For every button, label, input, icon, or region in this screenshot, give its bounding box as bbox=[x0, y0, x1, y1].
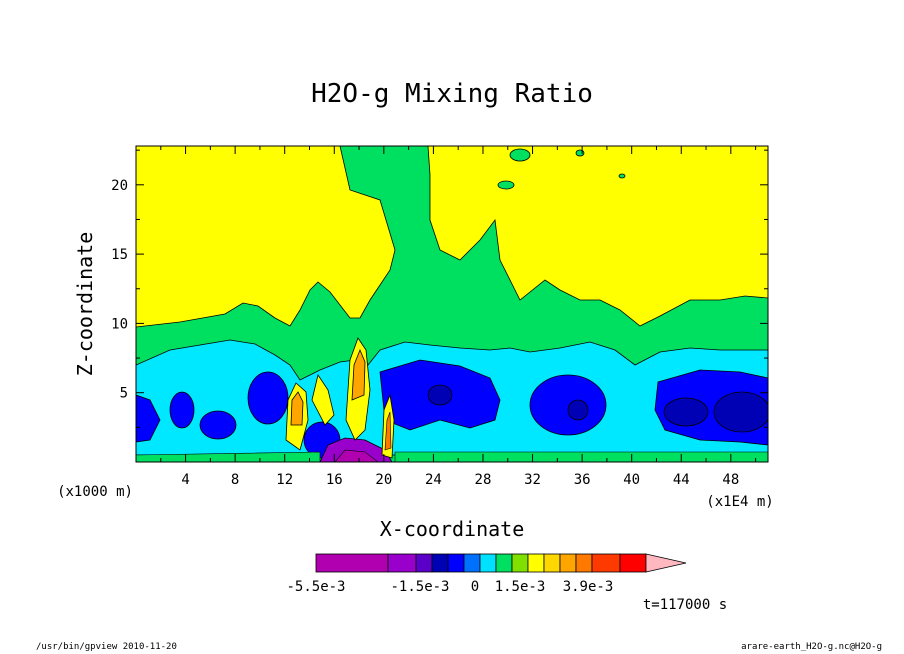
x-tick-label: 4 bbox=[181, 472, 189, 488]
colorbar-swatch bbox=[463, 553, 481, 573]
x-axis: 4 8 12 16 20 24 28 32 36 40 44 48 bbox=[160, 146, 757, 488]
blob-green bbox=[497, 180, 515, 190]
x-tick-label: 8 bbox=[231, 472, 239, 488]
colorbar-swatch bbox=[387, 553, 417, 573]
core-dark-blue bbox=[427, 384, 453, 406]
core-purple bbox=[319, 437, 393, 462]
x-tick-label: 40 bbox=[623, 472, 640, 488]
x-tick-label: 32 bbox=[524, 472, 541, 488]
field-bottom bbox=[136, 451, 321, 462]
y-axis-label: Z-coordinate bbox=[73, 232, 97, 377]
core-blue bbox=[247, 371, 289, 425]
y-axis: 5 10 15 20 bbox=[111, 149, 768, 428]
colorbar-label: 1.5e-3 bbox=[495, 579, 546, 595]
colorbar-swatch bbox=[479, 553, 497, 573]
colorbar-swatch bbox=[575, 553, 593, 573]
x-tick-label: 44 bbox=[673, 472, 690, 488]
colorbar-labels: -5.5e-3 -1.5e-3 0 1.5e-3 3.9e-3 bbox=[286, 579, 613, 595]
x-tick-label: 12 bbox=[276, 472, 293, 488]
blob-green bbox=[509, 148, 531, 162]
x-axis-label: X-coordinate bbox=[380, 517, 525, 541]
colorbar-label: -1.5e-3 bbox=[390, 579, 449, 595]
colorbar-swatch bbox=[495, 553, 513, 573]
colorbar-arrow bbox=[645, 553, 687, 573]
footer-left: /usr/bin/gpview 2010-11-20 bbox=[36, 642, 177, 652]
core-blue bbox=[529, 374, 607, 436]
x-tick-label: 16 bbox=[326, 472, 343, 488]
x-tick-label: 48 bbox=[722, 472, 739, 488]
chart-title: H2O-g Mixing Ratio bbox=[311, 79, 593, 109]
colorbar-swatch bbox=[315, 553, 389, 573]
core-dark-blue bbox=[663, 397, 709, 427]
field-bottom bbox=[394, 451, 768, 462]
core-dark-blue bbox=[567, 399, 589, 421]
y-tick-label: 5 bbox=[120, 386, 128, 402]
plume-orange bbox=[290, 391, 304, 426]
colorbar-label: -5.5e-3 bbox=[286, 579, 345, 595]
y-tick-label: 15 bbox=[111, 247, 128, 263]
x-unit-right: (x1E4 m) bbox=[706, 494, 773, 510]
plot-frame bbox=[135, 145, 769, 463]
x-tick-label: 28 bbox=[475, 472, 492, 488]
colorbar-swatch bbox=[511, 553, 529, 573]
colorbar-swatch bbox=[619, 553, 647, 573]
y-tick-label: 10 bbox=[111, 316, 128, 332]
colorbar-swatch bbox=[431, 553, 449, 573]
colorbar-swatch bbox=[591, 553, 621, 573]
plume-orange bbox=[351, 348, 366, 401]
plume-yellow bbox=[311, 374, 335, 426]
x-tick-label: 36 bbox=[574, 472, 591, 488]
colorbar-swatch bbox=[527, 553, 545, 573]
y-tick-label: 20 bbox=[111, 178, 128, 194]
core-purple bbox=[334, 449, 379, 462]
time-label: t=117000 s bbox=[643, 597, 727, 613]
blob-green bbox=[575, 149, 585, 157]
x-unit-left: (x1000 m) bbox=[57, 484, 133, 500]
plot-area bbox=[136, 146, 768, 462]
colorbar-swatch bbox=[415, 553, 433, 573]
colorbar bbox=[315, 553, 687, 573]
colorbar-swatch bbox=[543, 553, 561, 573]
plume-orange bbox=[384, 411, 392, 451]
blob-green bbox=[618, 173, 626, 179]
core-dark-blue bbox=[713, 391, 768, 433]
colorbar-label: 3.9e-3 bbox=[563, 579, 614, 595]
colorbar-swatch bbox=[559, 553, 577, 573]
core-blue bbox=[199, 410, 237, 440]
footer-right: arare-earth_H2O-g.nc@H2O-g bbox=[741, 642, 882, 652]
colorbar-swatch bbox=[447, 553, 465, 573]
core-blue bbox=[169, 391, 195, 429]
colorbar-label: 0 bbox=[471, 579, 479, 595]
x-tick-label: 20 bbox=[375, 472, 392, 488]
core-blue bbox=[136, 394, 161, 443]
x-tick-label: 24 bbox=[425, 472, 442, 488]
